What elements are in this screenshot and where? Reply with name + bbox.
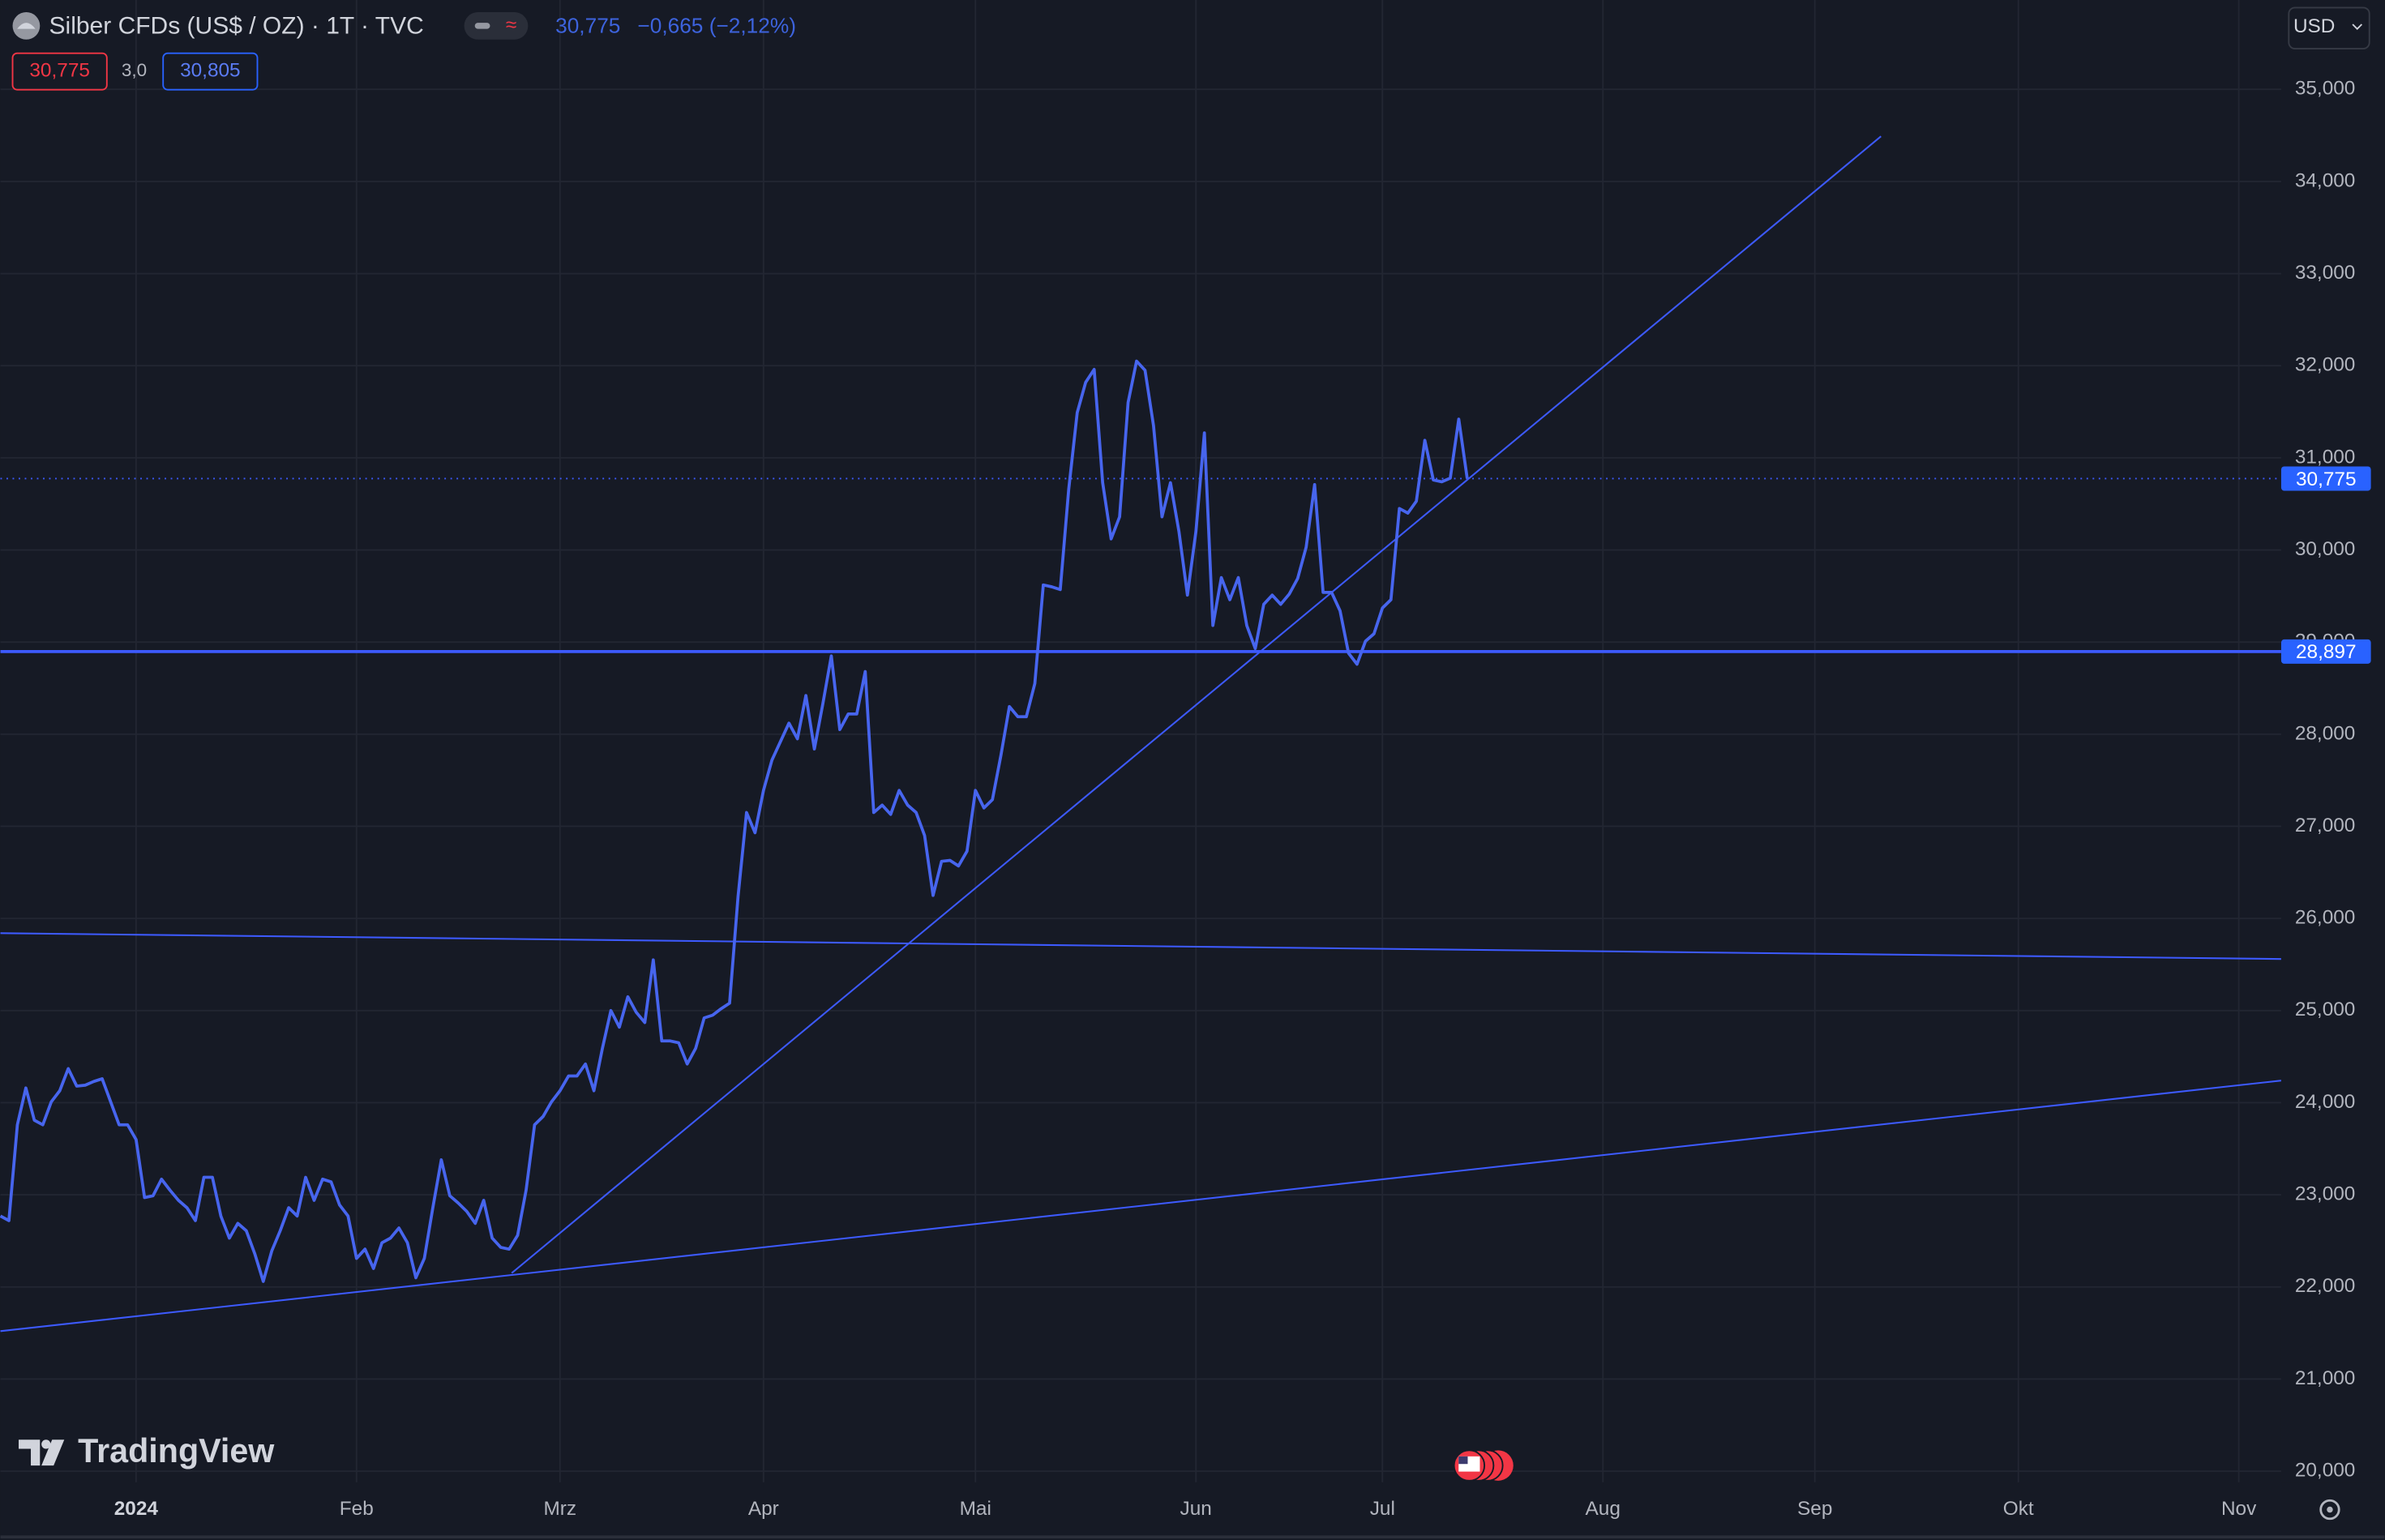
trend-line bbox=[0, 1080, 2282, 1333]
y-tick-label: 27,000 bbox=[2295, 815, 2356, 836]
x-tick-label: Sep bbox=[1797, 1498, 1832, 1520]
trend-line bbox=[0, 932, 2281, 960]
x-tick-label: Okt bbox=[2003, 1498, 2034, 1520]
y-tick-label: 22,000 bbox=[2295, 1275, 2356, 1297]
dropdown-arrow bbox=[2352, 24, 2363, 30]
axis: 20,000 21,000 22,000 23,000 24,000 25,000 26,0… bbox=[114, 0, 2385, 1520]
x-tick-label: Mrz bbox=[543, 1498, 576, 1520]
spread: 3,0 bbox=[122, 60, 147, 80]
y-tick-label: 32,000 bbox=[2295, 354, 2356, 376]
bid-box[interactable] bbox=[11, 52, 108, 91]
status-pill[interactable] bbox=[464, 12, 529, 40]
last-price: 30,775 bbox=[555, 14, 620, 38]
currency: USD bbox=[2293, 15, 2335, 37]
currency-select[interactable] bbox=[2288, 6, 2370, 49]
x-tick-label: Nov bbox=[2221, 1498, 2257, 1520]
event-flags[interactable] bbox=[1453, 1449, 1514, 1482]
symbol-title[interactable]: Silber CFDs (US$ / OZ) · 1T · TVC bbox=[49, 13, 424, 40]
drawings bbox=[0, 135, 2282, 1333]
price-label-box bbox=[2280, 466, 2371, 491]
x-tick-label: Jul bbox=[1370, 1498, 1395, 1520]
status-icon: ≈ bbox=[506, 14, 516, 36]
status-icon bbox=[474, 23, 490, 29]
y-tick-label: 26,000 bbox=[2295, 907, 2356, 929]
watermark: TradingView bbox=[78, 1432, 275, 1469]
price-change: −0,665 (−2,12%) bbox=[637, 14, 796, 38]
y-tick-label: 25,000 bbox=[2295, 999, 2356, 1020]
y-tick-label: 33,000 bbox=[2295, 262, 2356, 284]
y-tick-label: 20,000 bbox=[2295, 1460, 2356, 1482]
ask-box[interactable] bbox=[162, 52, 259, 91]
x-tick-label: Aug bbox=[1586, 1498, 1621, 1520]
y-tick-label: 30,000 bbox=[2295, 538, 2356, 560]
y-tick-label: 31,000 bbox=[2295, 446, 2356, 468]
trend-line bbox=[511, 135, 1882, 1274]
y-tick-label: 23,000 bbox=[2295, 1183, 2356, 1205]
price-scale bbox=[2280, 0, 2385, 1482]
price-label: 30,775 bbox=[2296, 468, 2357, 490]
settings-icon bbox=[2327, 1506, 2333, 1513]
x-tick-label: 2024 bbox=[114, 1498, 159, 1520]
flag-icon bbox=[1458, 1456, 1468, 1465]
price-line-series bbox=[0, 359, 1469, 1283]
symbol-icon-mark bbox=[17, 23, 36, 29]
watermark-logo bbox=[41, 1439, 51, 1449]
horizontal-line-label-box bbox=[2280, 639, 2371, 664]
y-tick-label: 35,000 bbox=[2295, 78, 2356, 100]
x-tick-label: Feb bbox=[340, 1498, 374, 1520]
watermark-logo bbox=[19, 1439, 65, 1466]
x-tick-label: Jun bbox=[1180, 1498, 1212, 1520]
x-tick-label: Apr bbox=[748, 1498, 779, 1520]
series bbox=[0, 359, 1469, 1283]
y-tick-label: 28,000 bbox=[2295, 722, 2356, 744]
bid-price: 30,775 bbox=[29, 60, 90, 82]
horizontal-line-label: 28,897 bbox=[2296, 641, 2357, 663]
settings-icon[interactable] bbox=[2319, 1499, 2340, 1521]
ask-price: 30,805 bbox=[180, 60, 241, 82]
x-tick-label: Mai bbox=[960, 1498, 991, 1520]
y-tick-label: 34,000 bbox=[2295, 169, 2356, 191]
y-tick-label: 21,000 bbox=[2295, 1367, 2356, 1389]
y-tick-label: 24,000 bbox=[2295, 1091, 2356, 1113]
